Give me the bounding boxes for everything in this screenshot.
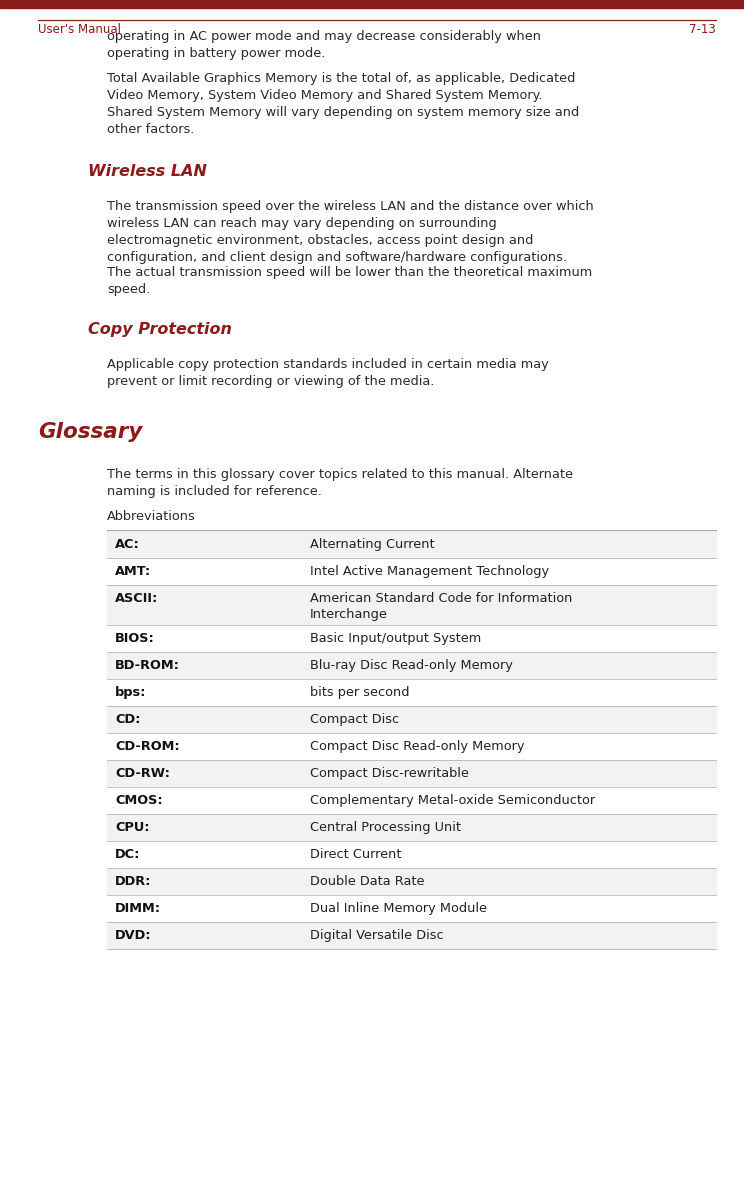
Text: ASCII:: ASCII: — [115, 592, 158, 605]
Text: AC:: AC: — [115, 538, 140, 551]
Text: Copy Protection: Copy Protection — [88, 322, 232, 337]
Text: Central Processing Unit: Central Processing Unit — [310, 821, 461, 834]
Text: CD-RW:: CD-RW: — [115, 768, 170, 780]
Text: operating in AC power mode and may decrease considerably when
operating in batte: operating in AC power mode and may decre… — [107, 29, 541, 60]
Bar — [107, 841, 716, 868]
Bar — [107, 760, 716, 788]
Text: CD-ROM:: CD-ROM: — [115, 740, 179, 753]
Text: Basic Input/output System: Basic Input/output System — [310, 632, 481, 645]
Text: User's Manual: User's Manual — [38, 24, 121, 37]
Text: American Standard Code for Information
Interchange: American Standard Code for Information I… — [310, 592, 572, 621]
Text: DIMM:: DIMM: — [115, 902, 161, 915]
Bar — [107, 788, 716, 814]
Text: Glossary: Glossary — [38, 422, 142, 442]
Bar — [0, 0, 744, 8]
Bar — [107, 814, 716, 841]
Bar — [107, 652, 716, 679]
Text: Dual Inline Memory Module: Dual Inline Memory Module — [310, 902, 487, 915]
Text: Double Data Rate: Double Data Rate — [310, 875, 425, 888]
Text: Alternating Current: Alternating Current — [310, 538, 434, 551]
Text: DVD:: DVD: — [115, 929, 152, 942]
Text: The terms in this glossary cover topics related to this manual. Alternate
naming: The terms in this glossary cover topics … — [107, 468, 573, 498]
Bar — [107, 895, 716, 922]
Text: Compact Disc Read-only Memory: Compact Disc Read-only Memory — [310, 740, 525, 753]
Text: Digital Versatile Disc: Digital Versatile Disc — [310, 929, 443, 942]
Bar — [107, 531, 716, 558]
Bar — [107, 558, 716, 585]
Bar — [107, 625, 716, 652]
Text: BIOS:: BIOS: — [115, 632, 155, 645]
Text: Abbreviations: Abbreviations — [107, 511, 196, 523]
Text: Compact Disc: Compact Disc — [310, 713, 399, 726]
Bar — [107, 868, 716, 895]
Text: The transmission speed over the wireless LAN and the distance over which
wireles: The transmission speed over the wireless… — [107, 200, 594, 264]
Text: Direct Current: Direct Current — [310, 848, 402, 861]
Text: CPU:: CPU: — [115, 821, 150, 834]
Text: Complementary Metal-oxide Semiconductor: Complementary Metal-oxide Semiconductor — [310, 793, 595, 806]
Text: The actual transmission speed will be lower than the theoretical maximum
speed.: The actual transmission speed will be lo… — [107, 266, 592, 296]
Bar — [107, 922, 716, 949]
Text: AMT:: AMT: — [115, 565, 151, 578]
Text: bits per second: bits per second — [310, 686, 409, 699]
Text: DC:: DC: — [115, 848, 141, 861]
Text: Blu-ray Disc Read-only Memory: Blu-ray Disc Read-only Memory — [310, 659, 513, 672]
Text: Wireless LAN: Wireless LAN — [88, 164, 207, 179]
Text: Compact Disc-rewritable: Compact Disc-rewritable — [310, 768, 469, 780]
Bar — [107, 585, 716, 625]
Text: 7-13: 7-13 — [689, 24, 716, 37]
Text: bps:: bps: — [115, 686, 147, 699]
Text: CMOS:: CMOS: — [115, 793, 163, 806]
Text: Applicable copy protection standards included in certain media may
prevent or li: Applicable copy protection standards inc… — [107, 358, 549, 388]
Bar — [107, 706, 716, 733]
Text: CD:: CD: — [115, 713, 141, 726]
Text: Intel Active Management Technology: Intel Active Management Technology — [310, 565, 549, 578]
Text: Total Available Graphics Memory is the total of, as applicable, Dedicated
Video : Total Available Graphics Memory is the t… — [107, 72, 580, 136]
Bar — [107, 733, 716, 760]
Bar — [107, 679, 716, 706]
Text: BD-ROM:: BD-ROM: — [115, 659, 180, 672]
Text: DDR:: DDR: — [115, 875, 151, 888]
